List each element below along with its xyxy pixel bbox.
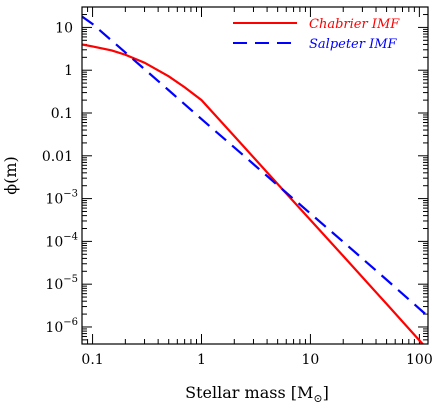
legend-label: Chabrier IMF: [309, 17, 400, 32]
series-group: [82, 15, 428, 344]
y-tick-label: 10−5: [45, 274, 78, 293]
y-tick-label: 10−6: [45, 317, 78, 336]
y-tick-label: 0.1: [51, 106, 73, 122]
x-axis-title: Stellar mass [M⊙]: [185, 383, 329, 405]
y-tick-label: 10: [55, 20, 73, 36]
x-tick-label: 0.1: [81, 352, 103, 368]
y-tick-label: 10−3: [45, 189, 78, 208]
x-tick-label: 10: [302, 352, 320, 368]
series-line-salpeter: [82, 15, 428, 318]
tick-labels: 0.1 1 10 100 10 1 0.1 0.01 10−3 10−4 10−5 10−6: [42, 20, 433, 368]
legend-label: Salpeter IMF: [309, 37, 398, 52]
y-tick-label: 10−4: [45, 231, 78, 250]
axis-ticks: [81, 6, 428, 345]
plot-frame: [81, 6, 429, 345]
legend: Chabrier IMF Salpeter IMF: [233, 17, 400, 52]
y-tick-label: 1: [64, 63, 73, 79]
x-tick-label: 1: [197, 352, 206, 368]
x-tick-label: 100: [406, 352, 433, 368]
y-axis-title: ϕ(m): [1, 156, 20, 195]
y-tick-label: 0.01: [42, 149, 73, 165]
series-line-chabrier: [82, 43, 425, 344]
